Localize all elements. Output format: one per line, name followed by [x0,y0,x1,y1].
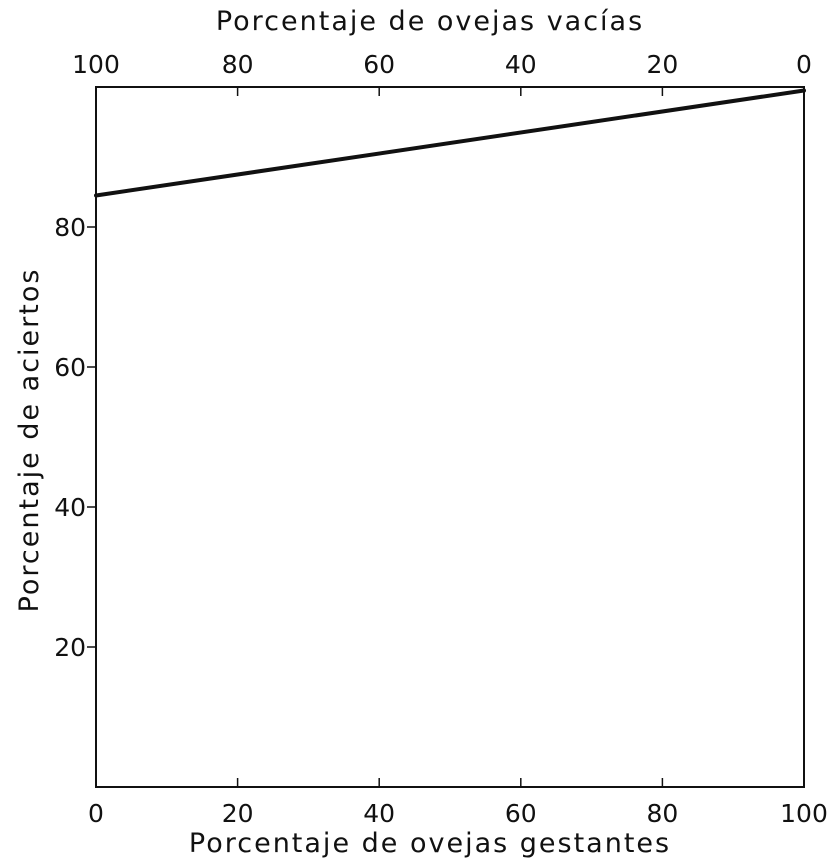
top-axis-ticks: 100 80 60 40 20 0 [72,50,812,96]
top-tick-label: 80 [222,50,254,79]
x-tick-label: 100 [780,799,828,828]
y-axis-title: Porcentaje de aciertos [14,268,45,613]
series-layer [94,88,806,198]
top-tick-label: 100 [72,50,120,79]
x-tick-label: 60 [505,799,537,828]
y-tick-label: 20 [54,633,86,662]
x-tick-label: 40 [363,799,395,828]
y-tick-label: 60 [54,353,86,382]
y-tick-label: 80 [54,213,86,242]
top-axis-title: Porcentaje de ovejas vacías [216,6,644,37]
bottom-axis-ticks: 0 20 40 60 80 100 [88,778,828,828]
y-tick-label: 40 [54,493,86,522]
x-tick-label: 80 [646,799,678,828]
top-tick-label: 60 [363,50,395,79]
plot-frame [95,86,805,788]
top-tick-label: 40 [505,50,537,79]
top-tick-label: 20 [646,50,678,79]
x-tick-label: 0 [88,799,104,828]
x-axis-title: Porcentaje de ovejas gestantes [189,828,671,859]
top-tick-label: 0 [796,50,812,79]
series-line [94,88,806,198]
x-tick-label: 20 [222,799,254,828]
left-axis-ticks: 20 40 60 80 [54,213,97,662]
